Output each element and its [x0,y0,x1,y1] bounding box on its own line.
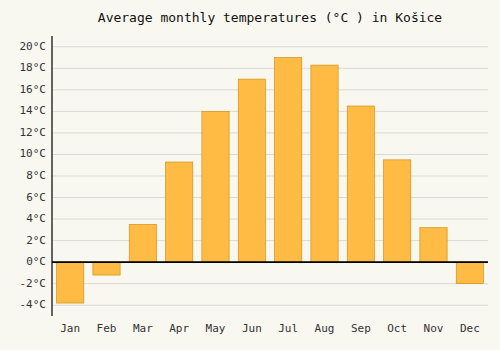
y-tick-label: 14°C [20,104,47,117]
bar [347,106,374,262]
title: Average monthly temperatures (°C ) in Ko… [98,10,443,25]
grid-line [52,111,488,112]
y-tick-label: -2°C [20,277,47,290]
bar [238,79,265,262]
x-axis-ticks: Jan Feb Mar Apr May Jun Jul Aug Sep Oct Nov Dec [60,322,480,335]
grid-line [52,305,488,306]
y-tick-label: 0°C [26,255,46,268]
y-axis-line [51,36,52,316]
y-tick-label: 12°C [20,126,47,139]
y-tick-label: 18°C [20,61,47,74]
grid-line [52,68,488,69]
bar [93,262,120,275]
grid-line [52,197,488,198]
x-tick-label: Oct [387,322,407,335]
bar [166,162,193,262]
grid-line [52,89,488,90]
y-tick-label: 16°C [20,83,47,96]
y-tick-label: 10°C [20,147,47,160]
grid-line [52,176,488,177]
bar [275,58,302,263]
x-tick-label: Jan [60,322,80,335]
x-tick-label: Nov [424,322,444,335]
chart: -4°C -2°C 0°C 2°C 4°C 6°C 8°C 10°C 12°C 14°C 16°C 1… [0,0,500,350]
x-tick-label: Mar [133,322,153,335]
y-tick-label: 6°C [26,191,46,204]
x-tick-label: Jul [278,322,298,335]
bar [202,111,229,262]
x-tick-label: Sep [351,322,371,335]
bar [129,224,156,262]
grid-line [52,262,488,263]
bar [57,262,84,303]
page: {"chart_data": {"type": "bar", "title": … [0,0,500,350]
y-tick-label: 8°C [26,169,46,182]
grid-line [52,283,488,284]
y-axis-ticks: -4°C -2°C 0°C 2°C 4°C 6°C 8°C 10°C 12°C 14°C 16°C 1… [20,40,47,311]
x-tick-label: May [206,322,226,335]
bar [420,228,447,262]
y-tick-label: 4°C [26,212,46,225]
x-tick-label: Dec [460,322,480,335]
bars [57,58,484,304]
grid [52,47,488,305]
grid-line [52,219,488,220]
x-tick-label: Aug [315,322,335,335]
x-tick-label: Feb [97,322,117,335]
x-tick-label: Jun [242,322,262,335]
grid-line [52,46,488,47]
bar [384,160,411,262]
bar [311,65,338,262]
y-tick-label: 2°C [26,234,46,247]
bar [456,262,483,284]
zero-line [52,261,488,263]
y-tick-label: -4°C [20,298,47,311]
grid-line [52,132,488,133]
grid-line [52,154,488,155]
y-tick-label: 20°C [20,40,47,53]
x-tick-label: Apr [169,322,189,335]
